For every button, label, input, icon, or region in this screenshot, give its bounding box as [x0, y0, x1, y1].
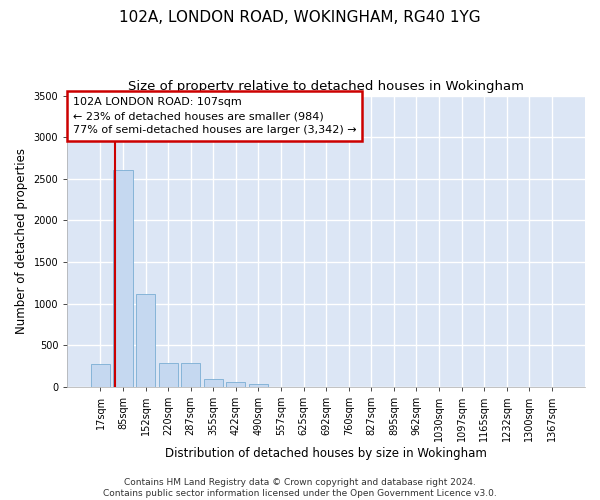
Text: 102A, LONDON ROAD, WOKINGHAM, RG40 1YG: 102A, LONDON ROAD, WOKINGHAM, RG40 1YG: [119, 10, 481, 25]
Text: Contains HM Land Registry data © Crown copyright and database right 2024.
Contai: Contains HM Land Registry data © Crown c…: [103, 478, 497, 498]
X-axis label: Distribution of detached houses by size in Wokingham: Distribution of detached houses by size …: [165, 447, 487, 460]
Title: Size of property relative to detached houses in Wokingham: Size of property relative to detached ho…: [128, 80, 524, 93]
Bar: [204, 378, 223, 387]
Text: 102A LONDON ROAD: 107sqm
← 23% of detached houses are smaller (984)
77% of semi-: 102A LONDON ROAD: 107sqm ← 23% of detach…: [73, 97, 356, 135]
Bar: [158, 363, 178, 387]
Bar: [226, 382, 245, 387]
Bar: [249, 384, 268, 387]
Bar: [136, 294, 155, 387]
Y-axis label: Number of detached properties: Number of detached properties: [15, 148, 28, 334]
Bar: [181, 363, 200, 387]
Bar: [91, 364, 110, 387]
Bar: [113, 170, 133, 387]
